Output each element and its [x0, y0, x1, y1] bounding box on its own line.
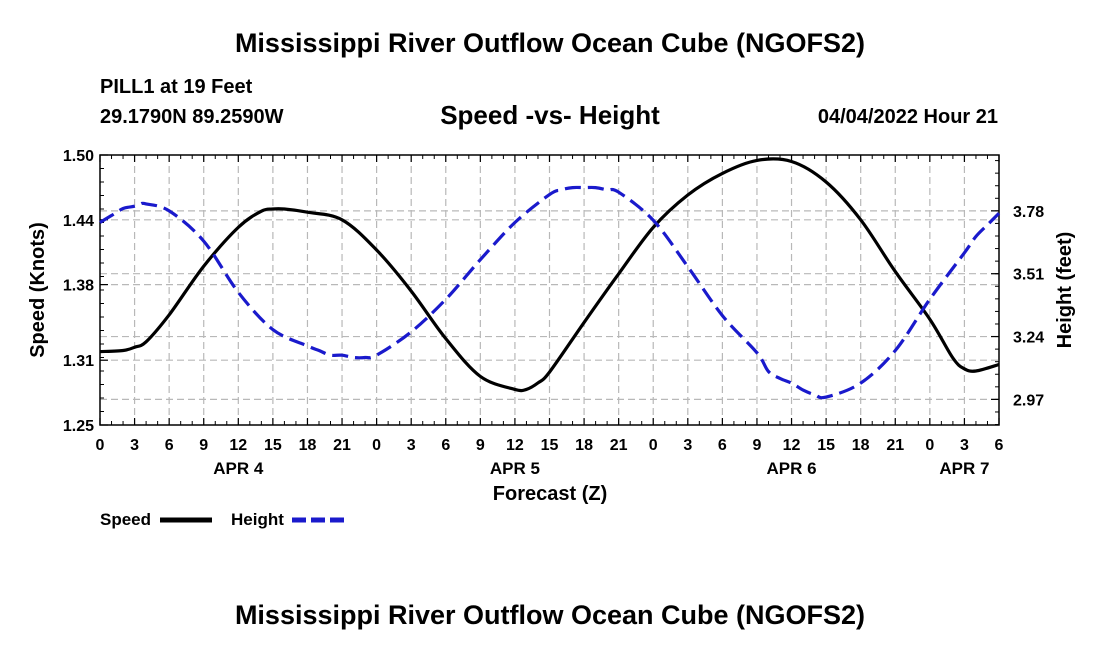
- forecast-timestamp: 04/04/2022 Hour 21: [817, 106, 998, 128]
- x-tick-label: 9: [476, 437, 485, 454]
- day-label: APR 4: [213, 459, 264, 478]
- legend: Speed Height: [100, 510, 344, 529]
- x-tick-label: 6: [441, 437, 450, 454]
- x-tick-label: 15: [817, 437, 835, 454]
- x-tick-label: 6: [718, 437, 727, 454]
- y-left-tick-label: 1.31: [63, 353, 94, 370]
- day-label: APR 6: [766, 459, 816, 478]
- series-line-height: [99, 185, 1001, 400]
- x-tick-label: 9: [753, 437, 762, 454]
- day-label: APR 5: [490, 459, 540, 478]
- x-tick-label: 21: [886, 437, 904, 454]
- x-axis-title: Forecast (Z): [493, 483, 607, 505]
- x-tick-label: 18: [299, 437, 317, 454]
- x-tick-label: 15: [264, 437, 282, 454]
- grid-lines: [100, 155, 999, 425]
- axis-labels: 0 3 6 9 12 15 18 21 0 3 6 9 12 15 18 21 0 3 6 9 12 15 18 21 0 3 6A…: [63, 148, 1044, 478]
- x-tick-label: 3: [407, 437, 416, 454]
- x-tick-label: 3: [683, 437, 692, 454]
- legend-label-height: Height: [231, 510, 284, 529]
- y-left-tick-label: 1.50: [63, 148, 94, 165]
- x-tick-label: 0: [925, 437, 934, 454]
- x-tick-label: 6: [165, 437, 174, 454]
- main-title: Mississippi River Outflow Ocean Cube (NG…: [234, 28, 866, 58]
- x-tick-label: 3: [130, 437, 139, 454]
- series-lines: [99, 157, 1001, 400]
- y-left-tick-label: 1.38: [63, 278, 94, 295]
- x-tick-label: 18: [852, 437, 870, 454]
- y-right-tick-label: 3.78: [1013, 204, 1044, 221]
- axis-ticks: [99, 154, 1000, 426]
- y-axis-left-title: Speed (Knots): [27, 222, 49, 358]
- station-name: PILL1 at 19 Feet: [100, 76, 253, 98]
- day-label: APR 7: [939, 459, 989, 478]
- x-tick-label: 12: [506, 437, 524, 454]
- x-tick-label: 21: [333, 437, 351, 454]
- x-tick-label: 0: [372, 437, 381, 454]
- y-right-tick-label: 3.24: [1013, 330, 1044, 347]
- legend-label-speed: Speed: [100, 510, 151, 529]
- x-tick-label: 12: [229, 437, 247, 454]
- x-tick-label: 15: [541, 437, 559, 454]
- y-axis-right-title: Height (feet): [1054, 232, 1076, 349]
- x-tick-label: 21: [610, 437, 628, 454]
- x-tick-label: 9: [199, 437, 208, 454]
- y-right-tick-label: 2.97: [1013, 392, 1044, 409]
- y-right-tick-label: 3.51: [1013, 267, 1044, 284]
- x-tick-label: 0: [96, 437, 105, 454]
- series-line-speed: [99, 157, 1000, 393]
- x-tick-label: 12: [783, 437, 801, 454]
- chart-title: Speed -vs- Height: [440, 100, 660, 130]
- x-tick-label: 18: [575, 437, 593, 454]
- x-tick-label: 0: [649, 437, 658, 454]
- station-coordinates: 29.1790N 89.2590W: [100, 106, 284, 128]
- x-tick-label: 6: [995, 437, 1004, 454]
- bottom-title: Mississippi River Outflow Ocean Cube (NG…: [234, 600, 866, 630]
- y-left-tick-label: 1.25: [63, 418, 94, 435]
- y-left-tick-label: 1.44: [63, 213, 94, 230]
- x-tick-label: 3: [960, 437, 969, 454]
